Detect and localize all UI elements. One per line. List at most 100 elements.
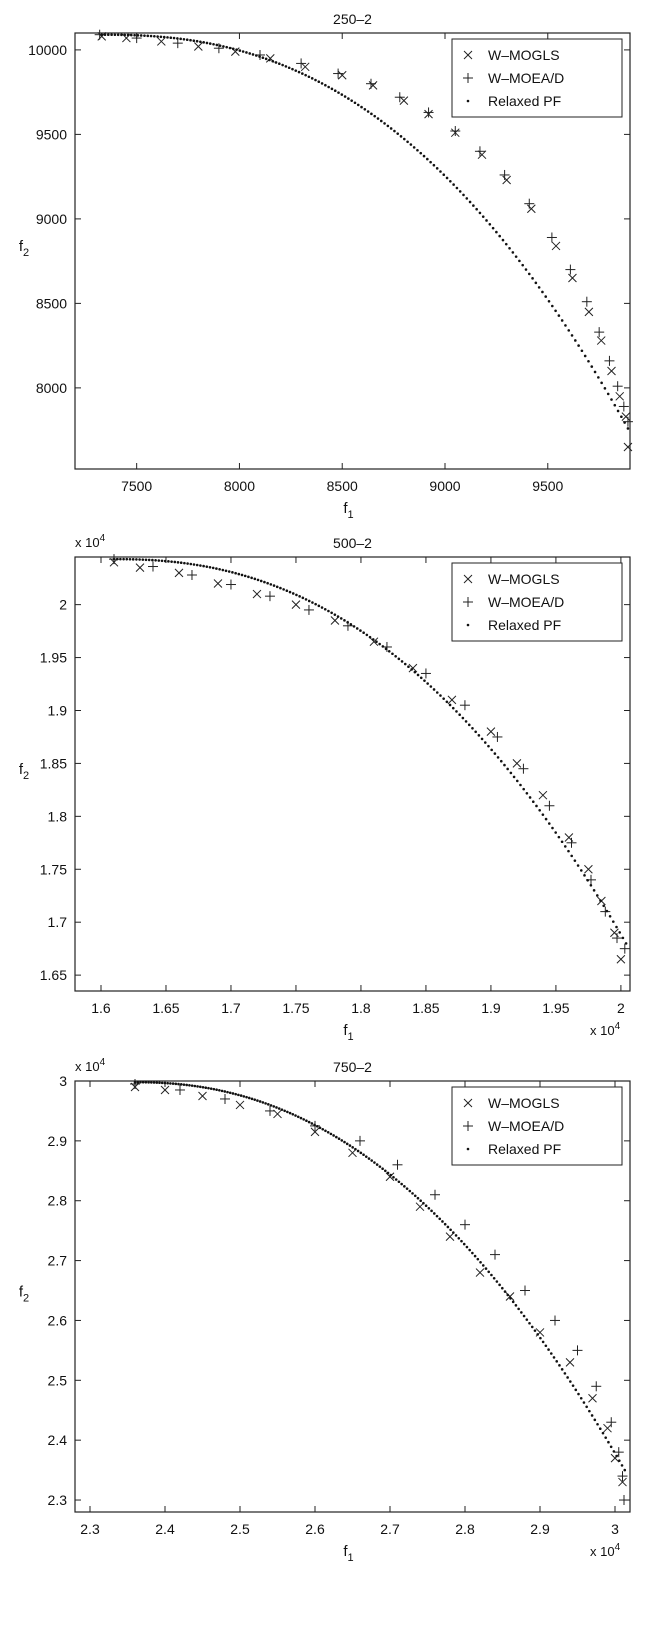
pf-point bbox=[623, 421, 626, 424]
pf-point bbox=[307, 75, 311, 79]
legend-label: Relaxed PF bbox=[488, 1141, 561, 1157]
pf-point bbox=[337, 91, 340, 94]
pf-point bbox=[202, 564, 205, 568]
pf-point bbox=[281, 63, 284, 67]
pf-point bbox=[254, 54, 258, 57]
pf-point bbox=[185, 38, 189, 42]
pf-point bbox=[535, 804, 538, 808]
pf-point bbox=[574, 339, 577, 342]
pf-point bbox=[570, 334, 574, 337]
data-point bbox=[475, 1268, 485, 1277]
pf-point bbox=[537, 286, 541, 289]
x-tick-label: 2.6 bbox=[305, 1521, 325, 1537]
pf-point bbox=[427, 1206, 431, 1210]
pf-point bbox=[302, 1118, 305, 1121]
pf-point bbox=[199, 564, 202, 567]
pf-point bbox=[152, 1081, 156, 1084]
pf-point bbox=[465, 1245, 469, 1249]
pf-point bbox=[563, 845, 567, 848]
pf-point bbox=[429, 160, 432, 164]
pf-point bbox=[376, 117, 380, 120]
pf-point bbox=[224, 569, 228, 573]
pf-point bbox=[620, 415, 623, 419]
pf-point bbox=[566, 1376, 569, 1379]
pf-point bbox=[454, 1234, 458, 1237]
pf-point bbox=[286, 1110, 289, 1114]
pf-point bbox=[340, 93, 344, 96]
pf-point bbox=[487, 1270, 491, 1274]
data-point bbox=[588, 1393, 597, 1403]
pf-point bbox=[147, 1081, 150, 1084]
pf-point bbox=[243, 574, 247, 578]
data-point bbox=[619, 943, 630, 954]
pf-point bbox=[138, 558, 141, 561]
pf-point bbox=[560, 840, 564, 844]
pf-point bbox=[320, 82, 324, 85]
pf-point bbox=[301, 596, 305, 600]
pf-point bbox=[103, 33, 107, 36]
data-point bbox=[355, 1135, 365, 1146]
pf-point bbox=[412, 146, 416, 149]
pf-point bbox=[209, 1087, 213, 1090]
pf-point bbox=[416, 673, 420, 677]
chart-title: 750–2 bbox=[333, 1059, 372, 1075]
pf-point bbox=[327, 85, 330, 89]
pf-point bbox=[171, 1082, 175, 1085]
pf-point bbox=[327, 609, 330, 613]
pf-point bbox=[484, 1267, 488, 1270]
pf-point bbox=[221, 568, 225, 572]
series-dot bbox=[112, 557, 628, 945]
pf-point bbox=[536, 1333, 539, 1336]
pf-point bbox=[504, 242, 508, 246]
pf-point bbox=[403, 1185, 406, 1188]
pf-point bbox=[458, 713, 461, 717]
pf-point bbox=[295, 593, 298, 597]
pf-point bbox=[478, 211, 482, 215]
data-point bbox=[618, 401, 629, 412]
pf-point bbox=[393, 129, 396, 133]
pf-point bbox=[215, 1088, 218, 1092]
pf-point bbox=[386, 1171, 390, 1175]
pf-point bbox=[419, 151, 423, 155]
pf-point bbox=[356, 103, 360, 107]
pf-point bbox=[294, 69, 298, 72]
pf-point bbox=[527, 272, 531, 276]
pf-point bbox=[462, 193, 465, 197]
pf-point bbox=[492, 1276, 496, 1280]
data-point bbox=[581, 296, 592, 307]
pf-point bbox=[239, 1094, 243, 1097]
pf-point bbox=[238, 49, 242, 52]
pf-point bbox=[222, 45, 225, 48]
pf-point bbox=[472, 204, 475, 207]
legend-marker bbox=[466, 1147, 470, 1151]
series-dot bbox=[133, 1080, 627, 1472]
y-tick-label: 1.9 bbox=[48, 702, 68, 718]
pf-point bbox=[345, 1142, 349, 1146]
x-axis-label: f1 bbox=[343, 1543, 353, 1564]
data-point bbox=[477, 150, 487, 160]
pf-point bbox=[474, 730, 477, 734]
pf-point bbox=[400, 660, 404, 663]
pf-point bbox=[608, 915, 612, 918]
x-axis-label: f1 bbox=[343, 500, 353, 521]
legend-label: W–MOGLS bbox=[488, 47, 560, 63]
pf-point bbox=[317, 80, 321, 84]
pf-point bbox=[618, 931, 621, 934]
pf-point bbox=[349, 623, 353, 626]
pf-point bbox=[307, 1120, 311, 1124]
pf-point bbox=[205, 565, 209, 568]
pf-point bbox=[422, 154, 426, 158]
pf-point bbox=[263, 580, 266, 584]
data-point bbox=[551, 241, 561, 251]
pf-point bbox=[439, 170, 442, 173]
pf-point bbox=[613, 403, 617, 407]
pf-point bbox=[199, 1085, 202, 1089]
pf-point bbox=[240, 573, 244, 577]
pf-point bbox=[528, 796, 532, 799]
pf-point bbox=[366, 110, 370, 113]
data-point bbox=[235, 1100, 245, 1110]
pf-point bbox=[396, 132, 400, 135]
pf-point bbox=[235, 48, 238, 51]
data-point bbox=[399, 96, 409, 105]
pf-point bbox=[225, 45, 228, 49]
